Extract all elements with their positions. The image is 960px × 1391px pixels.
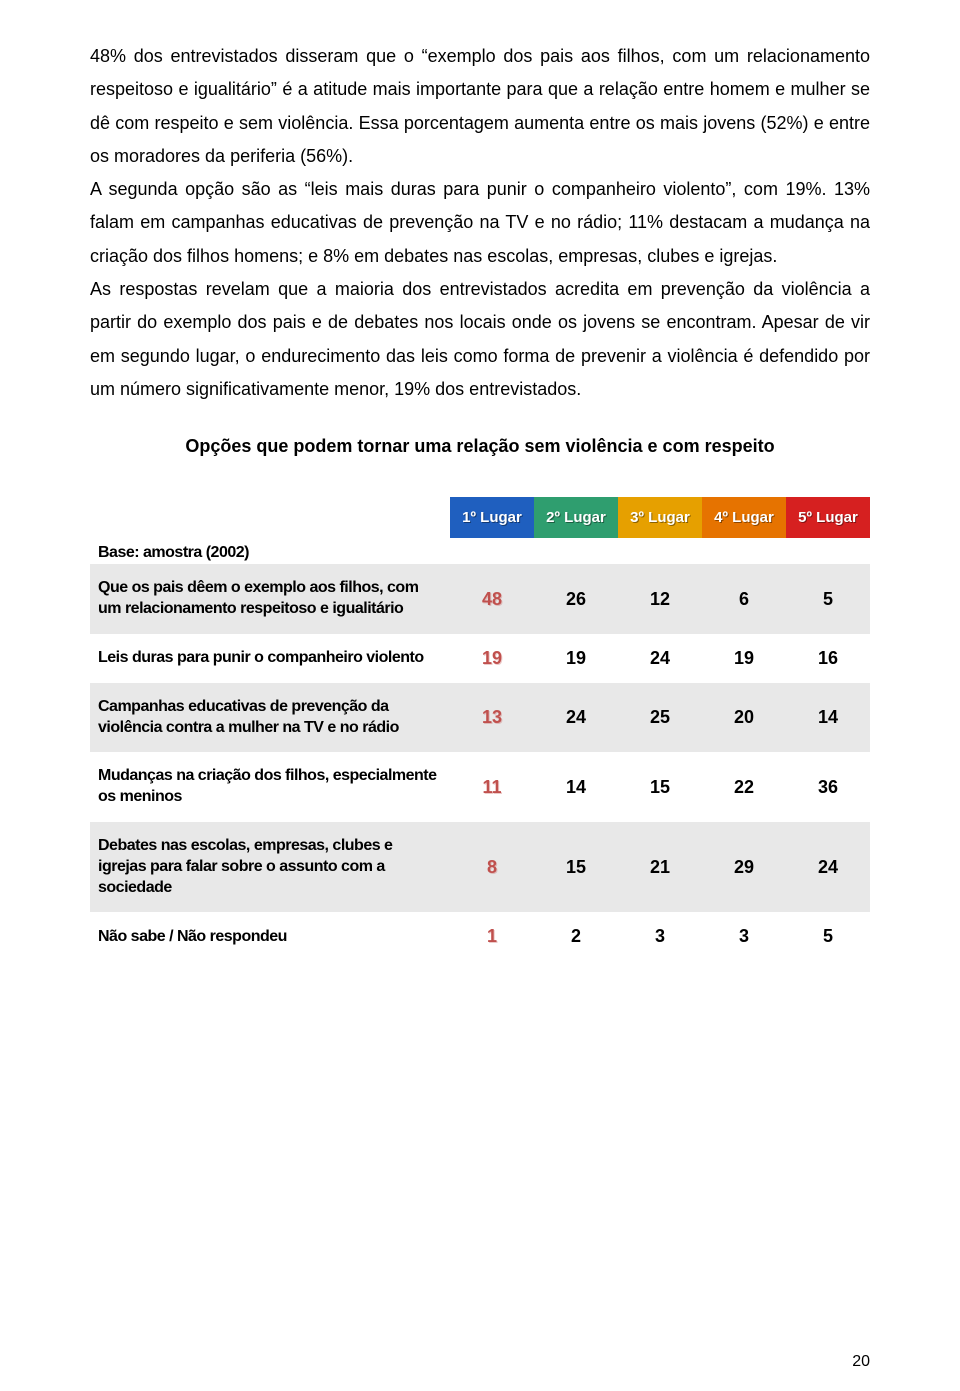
table-header-2: 2º Lugar bbox=[534, 497, 618, 538]
cell-value: 22 bbox=[702, 752, 786, 822]
cell-value: 25 bbox=[618, 683, 702, 753]
cell-value: 24 bbox=[534, 683, 618, 753]
table-row: Não sabe / Não respondeu12335 bbox=[90, 912, 870, 961]
cell-value: 14 bbox=[534, 752, 618, 822]
cell-value: 14 bbox=[786, 683, 870, 753]
cell-value: 19 bbox=[450, 634, 534, 683]
cell-value: 26 bbox=[534, 564, 618, 634]
cell-value: 3 bbox=[618, 912, 702, 961]
base-label: Base: amostra (2002) bbox=[90, 538, 870, 564]
cell-value: 24 bbox=[618, 634, 702, 683]
paragraph-2: A segunda opção são as “leis mais duras … bbox=[90, 173, 870, 273]
table-header-1: 1º Lugar bbox=[450, 497, 534, 538]
cell-value: 5 bbox=[786, 564, 870, 634]
chart-title: Opções que podem tornar uma relação sem … bbox=[90, 436, 870, 457]
cell-value: 2 bbox=[534, 912, 618, 961]
cell-value: 15 bbox=[618, 752, 702, 822]
table-header-5: 5º Lugar bbox=[786, 497, 870, 538]
row-label: Campanhas educativas de prevenção da vio… bbox=[90, 683, 450, 753]
table-header-empty bbox=[90, 497, 450, 538]
row-label: Leis duras para punir o companheiro viol… bbox=[90, 634, 450, 683]
cell-value: 29 bbox=[702, 822, 786, 912]
cell-value: 6 bbox=[702, 564, 786, 634]
row-label: Mudanças na criação dos filhos, especial… bbox=[90, 752, 450, 822]
table-row: Campanhas educativas de prevenção da vio… bbox=[90, 683, 870, 753]
cell-value: 12 bbox=[618, 564, 702, 634]
table-row: Mudanças na criação dos filhos, especial… bbox=[90, 752, 870, 822]
row-label: Não sabe / Não respondeu bbox=[90, 912, 450, 961]
cell-value: 15 bbox=[534, 822, 618, 912]
row-label: Que os pais dêem o exemplo aos filhos, c… bbox=[90, 564, 450, 634]
table-header-row: 1º Lugar 2º Lugar 3º Lugar 4º Lugar 5º L… bbox=[90, 497, 870, 538]
cell-value: 5 bbox=[786, 912, 870, 961]
cell-value: 16 bbox=[786, 634, 870, 683]
cell-value: 1 bbox=[450, 912, 534, 961]
cell-value: 48 bbox=[450, 564, 534, 634]
cell-value: 13 bbox=[450, 683, 534, 753]
row-label: Debates nas escolas, empresas, clubes e … bbox=[90, 822, 450, 912]
cell-value: 19 bbox=[534, 634, 618, 683]
table-row: Que os pais dêem o exemplo aos filhos, c… bbox=[90, 564, 870, 634]
page-number: 20 bbox=[852, 1353, 870, 1371]
table-row: Debates nas escolas, empresas, clubes e … bbox=[90, 822, 870, 912]
cell-value: 36 bbox=[786, 752, 870, 822]
cell-value: 8 bbox=[450, 822, 534, 912]
cell-value: 3 bbox=[702, 912, 786, 961]
table-header-4: 4º Lugar bbox=[702, 497, 786, 538]
table-base-row: Base: amostra (2002) bbox=[90, 538, 870, 564]
table-body: Base: amostra (2002)Que os pais dêem o e… bbox=[90, 538, 870, 961]
cell-value: 19 bbox=[702, 634, 786, 683]
cell-value: 21 bbox=[618, 822, 702, 912]
cell-value: 20 bbox=[702, 683, 786, 753]
paragraph-3: As respostas revelam que a maioria dos e… bbox=[90, 273, 870, 406]
body-text: 48% dos entrevistados disseram que o “ex… bbox=[90, 40, 870, 406]
cell-value: 24 bbox=[786, 822, 870, 912]
ranking-table: 1º Lugar 2º Lugar 3º Lugar 4º Lugar 5º L… bbox=[90, 497, 870, 961]
paragraph-1: 48% dos entrevistados disseram que o “ex… bbox=[90, 40, 870, 173]
cell-value: 11 bbox=[450, 752, 534, 822]
table-header-3: 3º Lugar bbox=[618, 497, 702, 538]
table-row: Leis duras para punir o companheiro viol… bbox=[90, 634, 870, 683]
